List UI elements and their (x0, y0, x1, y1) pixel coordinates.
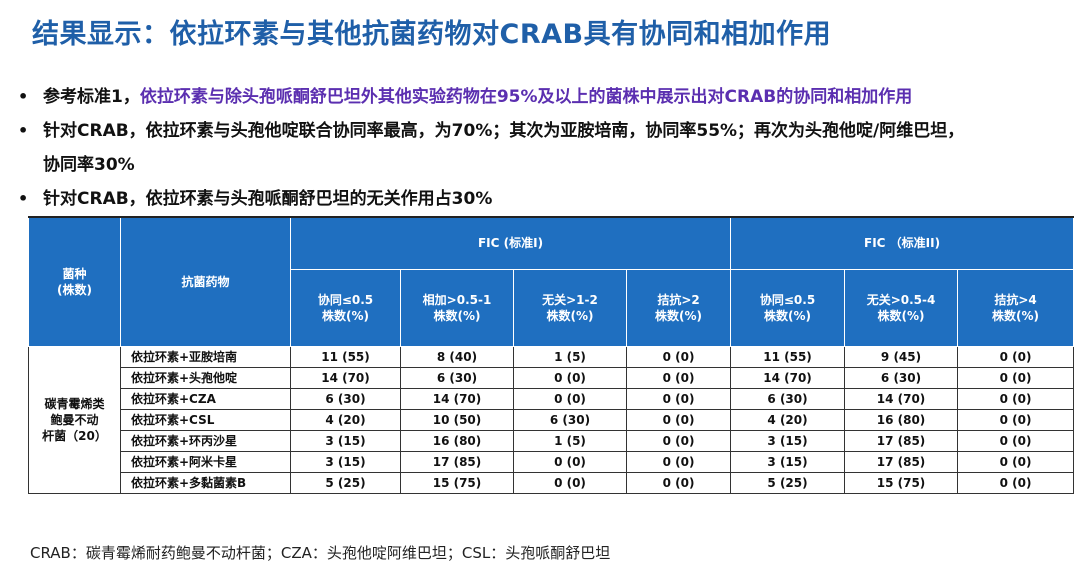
value-cell: 0 (0) (957, 408, 1075, 431)
bullet-text: 针对CRAB，依拉环素与头孢哌酮舒巴坦的无关作用占30% (43, 189, 493, 209)
bullet-list: • 参考标准1，依拉环素与除头孢哌酮舒巴坦外其他实验药物在95%及以上的菌株中展… (18, 80, 1068, 216)
value-cell: 0 (0) (513, 471, 627, 494)
value-cell: 10 (50) (400, 408, 514, 431)
table-row: 依拉环素+CSL 4 (20) 10 (50) 6 (30) 0 (0) 4 (… (29, 408, 1075, 431)
drug-cell: 依拉环素+多黏菌素B (120, 471, 291, 494)
value-cell: 0 (0) (625, 345, 732, 368)
header-col: 协同≤0.5 株数(%) (730, 268, 846, 347)
table-row: 依拉环素+CZA 6 (30) 14 (70) 0 (0) 0 (0) 6 (3… (29, 387, 1075, 410)
value-cell: 6 (30) (844, 366, 959, 389)
table-row: 依拉环素+多黏菌素B 5 (25) 15 (75) 0 (0) 0 (0) 5 … (29, 471, 1075, 494)
value-cell: 0 (0) (625, 366, 732, 389)
drug-cell: 依拉环素+环丙沙星 (120, 429, 291, 452)
value-cell: 0 (0) (957, 450, 1075, 473)
table-row: 碳青霉烯类 鲍曼不动 杆菌（20） 依拉环素+亚胺培南 11 (55) 8 (4… (28, 345, 1075, 494)
fic-results-table: 菌种 (株数) 抗菌药物 FIC (标准I) FIC （标准II) 协同≤0.5… (28, 216, 1075, 494)
value-cell: 0 (0) (957, 366, 1075, 389)
value-cell: 0 (0) (625, 450, 732, 473)
drug-cell: 依拉环素+阿米卡星 (120, 450, 291, 473)
value-cell: 0 (0) (625, 471, 732, 494)
bullet-dot-icon: • (18, 189, 29, 208)
bullet-item: • 参考标准1，依拉环素与除头孢哌酮舒巴坦外其他实验药物在95%及以上的菌株中展… (18, 80, 1068, 114)
value-cell: 14 (70) (730, 366, 846, 389)
value-cell: 17 (85) (844, 450, 959, 473)
value-cell: 5 (25) (730, 471, 846, 494)
value-cell: 0 (0) (625, 429, 732, 452)
value-cell: 3 (15) (730, 450, 846, 473)
value-cell: 0 (0) (957, 387, 1075, 410)
value-cell: 9 (45) (844, 345, 959, 368)
value-cell: 6 (30) (400, 366, 514, 389)
value-cell: 0 (0) (625, 408, 732, 431)
bullet-prefix: 参考标准1， (43, 87, 140, 107)
header-col: 相加>0.5-1 株数(%) (400, 268, 514, 347)
value-cell: 4 (20) (730, 408, 846, 431)
value-cell: 17 (85) (844, 429, 959, 452)
table-row: 依拉环素+阿米卡星 3 (15) 17 (85) 0 (0) 0 (0) 3 (… (29, 450, 1075, 473)
value-cell: 15 (75) (844, 471, 959, 494)
value-cell: 1 (5) (513, 429, 627, 452)
value-cell: 0 (0) (513, 387, 627, 410)
header-group-standard-1: FIC (标准I) (289, 216, 732, 270)
value-cell: 0 (0) (513, 450, 627, 473)
header-col: 无关>0.5-4 株数(%) (844, 268, 959, 347)
value-cell: 5 (25) (290, 471, 401, 494)
value-cell: 14 (70) (400, 387, 514, 410)
header-species: 菌种 (株数) (28, 216, 121, 347)
value-cell: 0 (0) (957, 345, 1075, 368)
bullet-dot-icon: • (18, 87, 29, 106)
header-col: 协同≤0.5 株数(%) (290, 268, 401, 347)
value-cell: 0 (0) (513, 366, 627, 389)
value-cell: 14 (70) (844, 387, 959, 410)
value-cell: 3 (15) (290, 429, 401, 452)
value-cell: 16 (80) (844, 408, 959, 431)
value-cell: 0 (0) (957, 429, 1075, 452)
drug-cell: 依拉环素+CZA (120, 387, 291, 410)
value-cell: 6 (30) (730, 387, 846, 410)
bullet-highlight: 依拉环素与除头孢哌酮舒巴坦外其他实验药物在95%及以上的菌株中展示出对CRAB的… (139, 87, 913, 107)
value-cell: 11 (55) (730, 345, 846, 368)
bullet-dot-icon: • (18, 121, 29, 140)
footnote: CRAB：碳青霉烯耐药鲍曼不动杆菌；CZA：头孢他啶阿维巴坦；CSL：头孢哌酮舒… (30, 544, 611, 562)
value-cell: 3 (15) (290, 450, 401, 473)
header-col: 无关>1-2 株数(%) (513, 268, 627, 347)
header-group-standard-2: FIC （标准II) (730, 216, 1075, 270)
value-cell: 14 (70) (290, 366, 401, 389)
bullet-text-line2: 协同率30% (43, 155, 135, 175)
header-col: 拮抗>2 株数(%) (625, 268, 732, 347)
value-cell: 16 (80) (400, 429, 514, 452)
value-cell: 17 (85) (400, 450, 514, 473)
value-cell: 0 (0) (625, 387, 732, 410)
bullet-text-line1: 针对CRAB，依拉环素与头孢他啶联合协同率最高，为70%；其次为亚胺培南，协同率… (43, 121, 965, 141)
value-cell: 1 (5) (513, 345, 627, 368)
bullet-item: • 针对CRAB，依拉环素与头孢他啶联合协同率最高，为70%；其次为亚胺培南，协… (18, 114, 1068, 182)
header-col: 拮抗>4 株数(%) (957, 268, 1075, 347)
header-drug: 抗菌药物 (120, 216, 291, 347)
value-cell: 8 (40) (400, 345, 514, 368)
table-row: 依拉环素+头孢他啶 14 (70) 6 (30) 0 (0) 0 (0) 14 … (29, 366, 1075, 389)
value-cell: 4 (20) (290, 408, 401, 431)
bullet-item: • 针对CRAB，依拉环素与头孢哌酮舒巴坦的无关作用占30% (18, 182, 1068, 216)
value-cell: 15 (75) (400, 471, 514, 494)
value-cell: 0 (0) (957, 471, 1075, 494)
page-title: 结果显示：依拉环素与其他抗菌药物对CRAB具有协同和相加作用 (32, 19, 832, 50)
value-cell: 3 (15) (730, 429, 846, 452)
table-row: 依拉环素+环丙沙星 3 (15) 16 (80) 1 (5) 0 (0) 3 (… (29, 429, 1075, 452)
value-cell: 11 (55) (290, 345, 401, 368)
value-cell: 6 (30) (513, 408, 627, 431)
species-cell: 碳青霉烯类 鲍曼不动 杆菌（20） (28, 345, 121, 494)
value-cell: 6 (30) (290, 387, 401, 410)
drug-cell: 依拉环素+CSL (120, 408, 291, 431)
drug-cell: 依拉环素+亚胺培南 (120, 345, 291, 368)
drug-cell: 依拉环素+头孢他啶 (120, 366, 291, 389)
